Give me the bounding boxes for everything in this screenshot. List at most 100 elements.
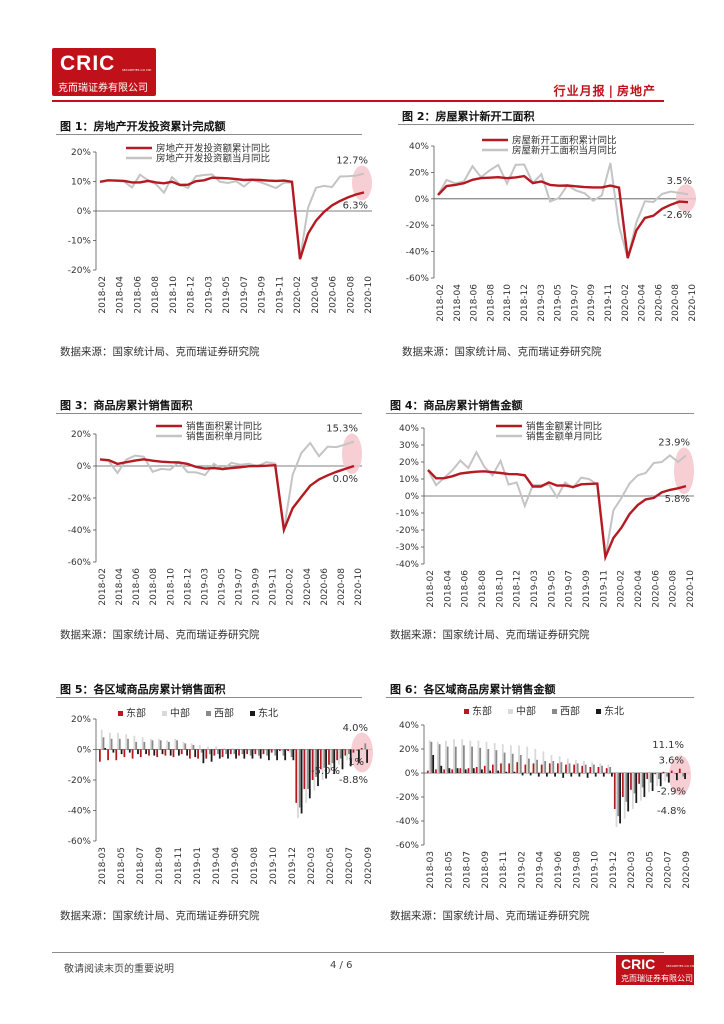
bar-中部 [199, 744, 201, 750]
bar-西部 [495, 750, 498, 773]
footer-logo-small: SECURITIES CO LTD [666, 964, 696, 968]
bar-中部 [223, 748, 226, 750]
bar-西部 [487, 749, 490, 773]
bar-中部 [680, 773, 683, 779]
bar-西部 [258, 749, 260, 756]
series-line-cumulative [427, 469, 687, 562]
bar-东部 [262, 749, 265, 755]
bar-东北 [341, 749, 344, 770]
header-divider [52, 100, 664, 102]
y-tick-label: 40% [409, 142, 429, 152]
bar-中部 [289, 749, 291, 753]
bar-中部 [428, 740, 431, 773]
bar-中部 [321, 749, 324, 780]
legend-label: 西部 [214, 707, 234, 720]
bar-东部 [254, 749, 257, 755]
annotation-monthly: 15.3% [326, 424, 358, 435]
bar-东部 [467, 768, 470, 773]
bar-中部 [526, 746, 529, 773]
bar-东部 [548, 763, 551, 773]
company-logo: CRIC SECURITIES CO LTD 克而瑞证券有限公司 [52, 48, 156, 96]
bar-西部 [282, 749, 285, 756]
bar-东部 [246, 749, 249, 755]
bar-东部 [451, 769, 454, 773]
bar-东北 [276, 749, 278, 761]
bar-西部 [454, 746, 457, 773]
legend-label: 销售金额单月同比 [526, 431, 602, 443]
bar-中部 [591, 762, 594, 773]
x-tick-label: 2019-09 [587, 284, 597, 322]
bar-东部 [336, 749, 339, 761]
figure-5-source: 数据来源：国家统计局、克而瑞证券研究院 [60, 910, 260, 922]
x-tick-label: 2020-10 [354, 568, 364, 606]
x-tick-label: 2019-07 [570, 284, 580, 322]
bar-东部 [654, 773, 657, 775]
bar-西部 [479, 747, 482, 773]
bar-东部 [287, 749, 289, 751]
x-tick-label: 2019-02 [517, 851, 527, 889]
legend-label: 销售面积累计同比 [186, 421, 262, 433]
bar-东部 [540, 764, 543, 773]
bar-中部 [231, 748, 234, 750]
y-tick-label: -20% [406, 221, 430, 231]
bar-中部 [623, 773, 626, 819]
bar-东北 [325, 749, 327, 779]
y-tick-label: -60% [406, 274, 430, 284]
bar-东部 [516, 762, 519, 773]
y-tick-label: -10% [68, 237, 92, 247]
bar-东北 [178, 749, 180, 756]
bar-西部 [568, 763, 571, 773]
bar-东部 [180, 749, 183, 755]
y-tick-label: 0% [405, 492, 420, 502]
chart-6-regional-amount: 40% 20% 0% -20% -40% -60% 2018-03 2018-05 2018-0… [396, 705, 692, 889]
bar-中部 [362, 749, 365, 758]
bar-西部 [641, 773, 644, 788]
annotation-cumulative: 0.0% [333, 474, 358, 485]
bar-东北 [497, 770, 500, 773]
bar-中部 [338, 749, 340, 765]
bar-西部 [249, 749, 252, 756]
bar-东北 [554, 773, 556, 777]
x-tick-label: 2018-02 [98, 568, 108, 606]
legend-swatch [118, 711, 123, 716]
annotation-cumulative: -2.6% [663, 210, 692, 221]
bar-东北 [349, 749, 352, 767]
bar-东部 [613, 773, 616, 809]
bar-中部 [239, 749, 242, 751]
bar-西部 [348, 749, 350, 755]
x-tick-label: 2018-02 [426, 570, 436, 608]
series-line-monthly [99, 172, 365, 260]
series-line-monthly [99, 440, 355, 530]
logo-text: CRIC [60, 52, 116, 75]
bar-西部 [658, 773, 660, 779]
bar-西部 [552, 761, 555, 773]
x-tick-label: 2020-03 [307, 847, 317, 885]
bar-东北 [137, 749, 139, 755]
bar-中部 [354, 749, 357, 758]
x-tick-label: 2019-05 [222, 276, 232, 314]
bar-东北 [169, 749, 172, 756]
bar-中部 [297, 749, 299, 819]
x-tick-label: 2018-04 [443, 570, 453, 608]
bar-东北 [643, 773, 646, 797]
bar-中部 [117, 732, 119, 750]
y-tick-label: 40% [399, 721, 419, 731]
bar-西部 [633, 773, 636, 794]
bar-中部 [182, 741, 185, 750]
bar-东部 [638, 773, 641, 784]
bar-中部 [550, 755, 553, 773]
x-tick-label: 2019-06 [231, 847, 241, 885]
x-tick-label: 2020-06 [329, 276, 339, 314]
bar-西部 [682, 773, 685, 777]
bar-东部 [279, 749, 281, 751]
legend-label: 销售面积单月同比 [186, 431, 262, 443]
x-tick-label: 2020-03 [627, 851, 637, 889]
figure-1-rule [56, 134, 362, 135]
legend-label: 中部 [170, 707, 190, 720]
y-tick-label: -60% [396, 841, 420, 851]
bar-西部 [323, 749, 326, 768]
bar-中部 [510, 745, 512, 773]
figure-6-rule [386, 697, 694, 698]
legend-swatch [596, 709, 601, 714]
x-tick-label: 2020-04 [634, 570, 644, 608]
